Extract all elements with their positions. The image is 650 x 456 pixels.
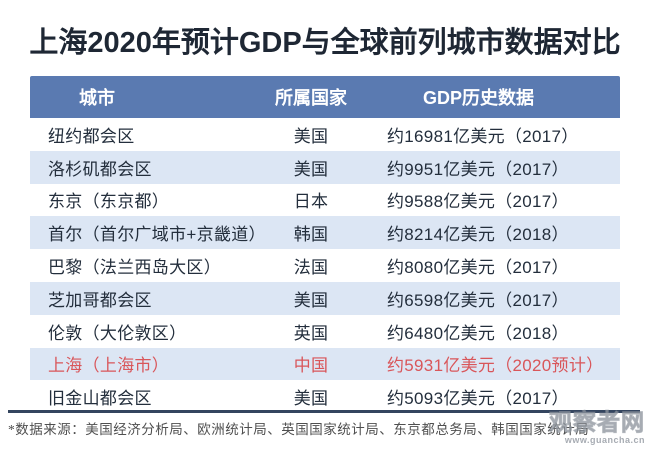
table-row-new-york: 纽约都会区 美国 约16981亿美元（2017） [30, 118, 620, 151]
cell-gdp: 约5093亿美元（2017） [387, 389, 569, 409]
cell-country: 韩国 [293, 225, 329, 245]
cell-city: 旧金山都会区 [48, 389, 152, 409]
column-header-gdp: GDP历史数据 [423, 88, 535, 108]
cell-country: 日本 [293, 192, 329, 212]
cell-city: 洛杉矶都会区 [48, 159, 152, 179]
table-row-london: 伦敦（大伦敦区） 英国 约6480亿美元（2018） [30, 315, 620, 348]
footer-divider [8, 410, 640, 413]
table-row-paris: 巴黎（法兰西岛大区） 法国 约8080亿美元（2017） [30, 249, 620, 282]
cell-country: 美国 [293, 389, 329, 409]
watermark: 观察者网 www.guancha.cn [549, 409, 645, 445]
cell-country: 美国 [293, 159, 329, 179]
cell-city: 东京（东京都） [48, 192, 170, 212]
cell-gdp: 约9951亿美元（2017） [387, 159, 569, 179]
watermark-url-text: www.guancha.cn [564, 435, 645, 445]
table-row-tokyo: 东京（东京都） 日本 约9588亿美元（2017） [30, 184, 620, 217]
table-row-san-francisco: 旧金山都会区 美国 约5093亿美元（2017） [30, 380, 620, 413]
cell-gdp: 约6598亿美元（2017） [387, 290, 569, 310]
cell-city: 伦敦（大伦敦区） [48, 323, 187, 343]
cell-city: 芝加哥都会区 [48, 290, 152, 310]
column-header-country: 所属国家 [275, 88, 347, 108]
cell-country: 美国 [293, 290, 329, 310]
cell-gdp: 约5931亿美元（2020预计） [387, 356, 604, 376]
cell-gdp: 约8080亿美元（2017） [387, 258, 569, 278]
cell-gdp: 约16981亿美元（2017） [387, 126, 579, 146]
table-row-los-angeles: 洛杉矶都会区 美国 约9951亿美元（2017） [30, 150, 620, 184]
cell-city: 巴黎（法兰西岛大区） [48, 258, 221, 278]
data-source-note: *数据来源：美国经济分析局、欧洲统计局、英国国家统计局、东京都总务局、韩国国家统… [8, 422, 590, 437]
cell-city: 纽约都会区 [48, 126, 135, 146]
cell-country: 法国 [293, 258, 329, 278]
watermark-logo-text: 观察者网 [549, 409, 645, 435]
table-header-row: 城市 所属国家 GDP历史数据 [30, 76, 620, 118]
gdp-table: 城市 所属国家 GDP历史数据 纽约都会区 美国 约16981亿美元（2017）… [30, 76, 620, 413]
cell-country: 美国 [293, 126, 329, 146]
cell-country: 中国 [293, 356, 329, 376]
column-header-city: 城市 [79, 88, 115, 108]
cell-city: 上海（上海市） [48, 356, 170, 376]
table-row-seoul: 首尔（首尔广域市+京畿道） 韩国 约8214亿美元（2018） [30, 216, 620, 250]
table-row-chicago: 芝加哥都会区 美国 约6598亿美元（2017） [30, 281, 620, 315]
cell-city: 首尔（首尔广域市+京畿道） [48, 225, 266, 245]
cell-gdp: 约6480亿美元（2018） [387, 323, 569, 343]
cell-gdp: 约8214亿美元（2018） [387, 225, 569, 245]
table-row-shanghai-highlighted: 上海（上海市） 中国 约5931亿美元（2020预计） [30, 347, 620, 381]
cell-gdp: 约9588亿美元（2017） [387, 192, 569, 212]
cell-country: 英国 [293, 323, 329, 343]
page-title: 上海2020年预计GDP与全球前列城市数据对比 [29, 27, 621, 59]
